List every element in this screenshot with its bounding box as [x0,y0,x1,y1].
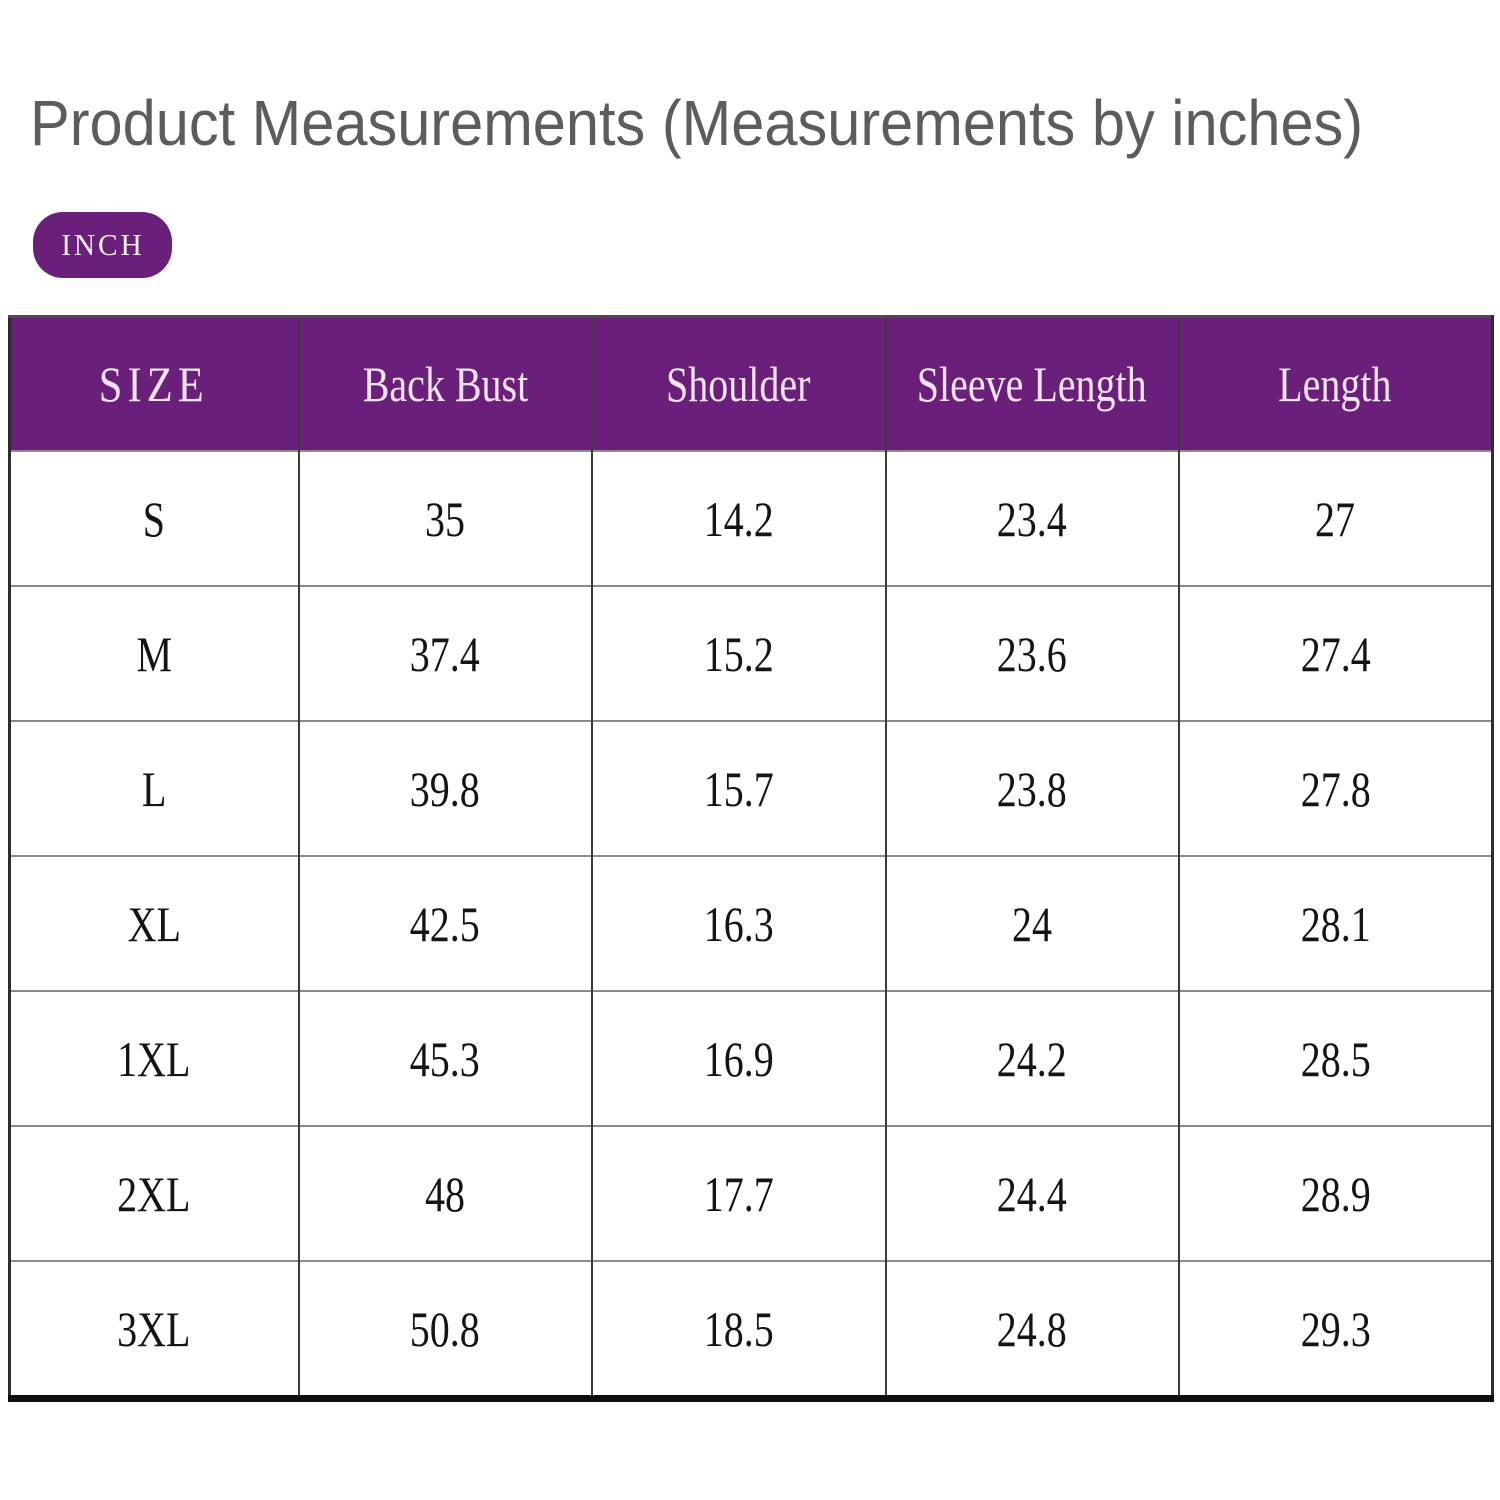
measurement-value: 39.8 [410,760,480,817]
measurement-cell: 39.8 [297,720,592,856]
size-cell: XL [9,855,299,991]
table-row: S 35 14.2 23.4 27 [9,450,1493,586]
unit-badge: INCH [33,212,172,278]
measurement-cell: 14.2 [590,450,886,586]
measurement-cell: 24.4 [884,1125,1179,1261]
table-header-row: SIZE Back Bust Shoulder Sleeve Length Length [9,316,1493,451]
measurement-value: 50.8 [410,1300,480,1357]
measurement-cell: 28.9 [1177,1125,1493,1261]
measurement-cell: 16.9 [590,990,886,1126]
measurement-cell: 15.7 [590,720,886,856]
column-header: Length [1177,316,1493,451]
size-cell: 3XL [9,1260,299,1399]
page-title: Product Measurements (Measurements by in… [30,87,1364,159]
column-header-label: Sleeve Length [917,356,1147,412]
measurement-cell: 24.2 [884,990,1179,1126]
unit-badge-label: INCH [60,227,145,262]
measurement-cell: 27.8 [1177,720,1493,856]
size-label: L [142,760,167,817]
table-row: 3XL 50.8 18.5 24.8 29.3 [9,1260,1493,1399]
size-cell: M [9,585,299,721]
column-header-label: Back Bust [362,356,528,412]
measurement-value: 24.2 [997,1030,1067,1087]
measurement-cell: 28.5 [1177,990,1493,1126]
size-cell: S [9,450,299,586]
measurement-cell: 15.2 [590,585,886,721]
size-cell: 1XL [9,990,299,1126]
size-cell: 2XL [9,1125,299,1261]
measurement-value: 23.6 [997,625,1067,682]
measurement-cell: 27.4 [1177,585,1493,721]
measurement-cell: 23.6 [884,585,1179,721]
size-label: 3XL [117,1300,191,1357]
column-header: Back Bust [297,316,592,451]
size-chart-table: SIZE Back Bust Shoulder Sleeve Length Length… [8,315,1494,1402]
measurement-cell: 35 [297,450,592,586]
table-body: S 35 14.2 23.4 27 M 37.4 15.2 23.6 27.4 L 39.8 15.7 2… [9,450,1493,1399]
measurement-value: 24 [1012,895,1052,952]
column-header-label: Length [1278,356,1392,412]
table-row: L 39.8 15.7 23.8 27.8 [9,720,1493,856]
measurement-value: 28.9 [1300,1165,1371,1222]
measurement-value: 24.8 [997,1300,1067,1357]
measurement-value: 23.4 [997,490,1067,547]
measurement-value: 35 [425,490,465,547]
table-row: XL 42.5 16.3 24 28.1 [9,855,1493,991]
size-label: S [143,490,166,547]
measurement-value: 15.7 [703,760,774,817]
measurement-value: 28.1 [1300,895,1371,952]
measurement-cell: 23.4 [884,450,1179,586]
measurement-cell: 23.8 [884,720,1179,856]
measurement-cell: 42.5 [297,855,592,991]
measurement-value: 18.5 [703,1300,774,1357]
measurement-cell: 50.8 [297,1260,592,1399]
measurement-value: 15.2 [703,625,774,682]
measurement-cell: 37.4 [297,585,592,721]
measurement-value: 27.8 [1300,760,1371,817]
measurement-value: 16.9 [703,1030,774,1087]
table-row: M 37.4 15.2 23.6 27.4 [9,585,1493,721]
measurement-cell: 29.3 [1177,1260,1493,1399]
size-cell: L [9,720,299,856]
column-header: SIZE [9,316,299,451]
measurement-value: 16.3 [703,895,774,952]
column-header: Sleeve Length [884,316,1179,451]
measurement-value: 28.5 [1300,1030,1371,1087]
measurement-value: 48 [425,1165,465,1222]
size-label: 1XL [117,1030,191,1087]
measurement-cell: 24.8 [884,1260,1179,1399]
size-label: M [136,625,173,682]
column-header-label: SIZE [99,356,210,412]
measurement-value: 42.5 [410,895,480,952]
table-row: 1XL 45.3 16.9 24.2 28.5 [9,990,1493,1126]
measurement-value: 45.3 [410,1030,480,1087]
size-label: 2XL [117,1165,191,1222]
size-label: XL [127,895,181,952]
measurement-cell: 48 [297,1125,592,1261]
measurement-value: 17.7 [703,1165,774,1222]
table-row: 2XL 48 17.7 24.4 28.9 [9,1125,1493,1261]
measurement-value: 29.3 [1300,1300,1371,1357]
measurement-value: 27.4 [1300,625,1371,682]
measurement-cell: 17.7 [590,1125,886,1261]
measurement-cell: 24 [884,855,1179,991]
measurement-value: 27 [1315,490,1356,547]
measurement-value: 14.2 [703,490,774,547]
measurement-value: 37.4 [410,625,480,682]
measurement-cell: 18.5 [590,1260,886,1399]
measurement-value: 23.8 [997,760,1067,817]
column-header: Shoulder [590,316,886,451]
measurement-cell: 45.3 [297,990,592,1126]
measurement-cell: 28.1 [1177,855,1493,991]
measurement-cell: 27 [1177,450,1493,586]
column-header-label: Shoulder [666,356,811,412]
measurement-cell: 16.3 [590,855,886,991]
measurement-value: 24.4 [997,1165,1067,1222]
